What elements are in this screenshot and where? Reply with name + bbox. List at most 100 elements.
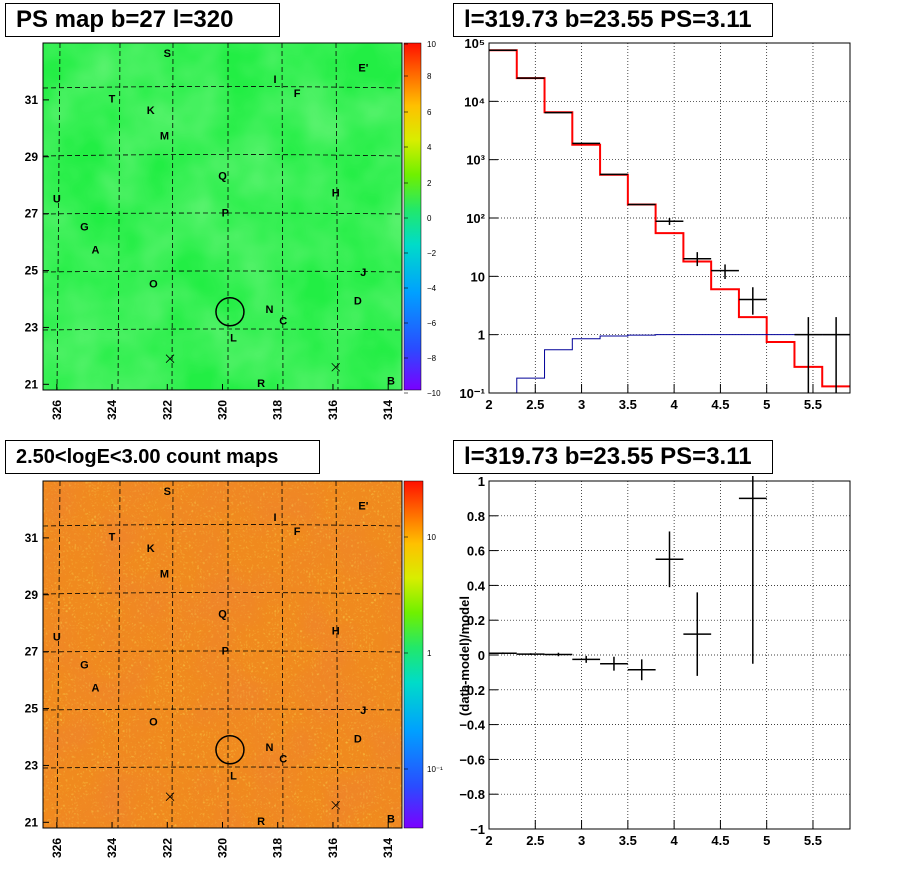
colorbar-tick-label: 10⁻¹ (427, 765, 443, 774)
x-tick-label: 4 (671, 833, 679, 848)
x-tick-label: 314 (381, 838, 395, 858)
y-tick-label: 10⁴ (464, 94, 485, 109)
residual-point (516, 653, 545, 655)
source-label: A (91, 244, 99, 256)
colorbar-tick-label: 10 (427, 533, 436, 542)
source-label: P (222, 646, 229, 658)
colorbar-tick-label: 0 (427, 214, 432, 223)
y-tick-label: 27 (25, 207, 39, 221)
y-tick-label: 10⁻¹ (459, 386, 485, 401)
cross-marker (331, 800, 341, 810)
source-label: E' (358, 500, 368, 512)
spectrum-title: l=319.73 b=23.55 PS=3.11 (453, 3, 773, 37)
source-label: F (294, 526, 301, 538)
source-label: O (149, 717, 158, 729)
y-tick-label: 0.6 (467, 544, 485, 559)
residual-point (655, 531, 684, 588)
x-tick-label: 3.5 (619, 397, 637, 412)
residual-point (627, 659, 656, 681)
x-tick-label: 322 (160, 400, 174, 420)
data-point (738, 287, 767, 315)
ps-map-grid (43, 43, 402, 390)
y-tick-label: 0.2 (467, 613, 485, 628)
source-label: B (387, 375, 395, 387)
source-label: P (222, 208, 229, 220)
y-tick-label: 10³ (466, 153, 485, 168)
source-label: A (91, 682, 99, 694)
y-tick-label: 31 (25, 531, 39, 545)
residual-point (683, 592, 712, 676)
y-tick-label: 1 (478, 328, 485, 343)
y-tick-label: 27 (25, 645, 39, 659)
cross-marker (165, 354, 175, 363)
y-tick-label: 29 (25, 150, 39, 164)
count-map-panel: S E' I F T K M Q H U P GA J O D NC L R B 10 1 10⁻¹ 326 324 322… (25, 480, 443, 858)
source-label: N (265, 304, 273, 316)
source-label: I (273, 512, 276, 524)
x-tick-label: 320 (216, 400, 230, 420)
x-tick-label: 326 (50, 400, 64, 420)
count-map-colorbar (403, 480, 424, 829)
x-tick-label: 2.5 (526, 397, 544, 412)
source-label: J (360, 267, 366, 279)
count-map-grid (43, 481, 402, 828)
data-point (711, 264, 739, 280)
y-tick-label: 21 (25, 815, 39, 829)
y-tick-label: 25 (25, 702, 39, 716)
count-map-title: 2.50<logE<3.00 count maps (5, 440, 320, 474)
source-label: T (109, 532, 116, 544)
x-tick-label: 324 (105, 838, 119, 858)
y-tick-label: 10⁵ (464, 38, 485, 51)
y-tick-label: 0 (478, 648, 485, 663)
data-point (822, 317, 850, 393)
cross-marker (165, 792, 175, 801)
residual-point (738, 476, 767, 664)
source-label: U (53, 631, 61, 643)
source-label: J (360, 705, 366, 717)
x-tick-label: 318 (271, 400, 285, 420)
x-tick-label: 5.5 (804, 397, 822, 412)
x-tick-label: 5.5 (804, 833, 822, 848)
source-label: H (332, 188, 340, 200)
y-tick-label: 21 (25, 377, 39, 391)
y-tick-label: −0.8 (459, 787, 485, 802)
x-tick-label: 5 (763, 397, 770, 412)
x-tick-label: 3.5 (619, 833, 637, 848)
source-label: I (273, 74, 276, 86)
residual-title: l=319.73 b=23.55 PS=3.11 (453, 440, 773, 474)
residual-chart: (data-model)/model 2 2.5 3 3.5 4 4.5 5 5.5 1 0.8… (457, 476, 851, 848)
colorbar-tick-label: −4 (427, 284, 437, 293)
x-tick-label: 2 (485, 397, 492, 412)
y-tick-label: 23 (25, 320, 39, 334)
x-tick-label: 2 (485, 833, 492, 848)
source-label: C (279, 754, 287, 766)
target-circle (215, 735, 245, 765)
spectrum-chart: 2 2.5 3 3.5 4 4.5 5 5.5 10⁵ 10⁴ 10³ 10² 10 1 10⁻¹ (459, 38, 851, 412)
source-label: T (109, 94, 116, 106)
y-tick-label: −0.2 (459, 683, 485, 698)
model-histogram (489, 334, 850, 394)
y-tick-label: 31 (25, 93, 39, 107)
source-label: G (80, 222, 89, 234)
y-tick-label: −0.6 (459, 752, 485, 767)
colorbar-tick-label: −8 (427, 354, 437, 363)
residual-point (600, 656, 628, 671)
data-point (655, 218, 684, 225)
source-label: U (53, 193, 61, 205)
x-tick-label: 5 (763, 833, 770, 848)
colorbar-tick-label: 4 (427, 143, 432, 152)
x-tick-label: 2.5 (526, 833, 544, 848)
x-tick-label: 4.5 (711, 833, 729, 848)
y-tick-label: 23 (25, 758, 39, 772)
x-tick-label: 4.5 (711, 397, 729, 412)
x-tick-label: 322 (160, 838, 174, 858)
data-point (794, 317, 823, 393)
colorbar-tick-label: −10 (427, 389, 441, 398)
colorbar-tick-label: 2 (427, 179, 432, 188)
source-label: S (164, 48, 171, 60)
source-label: C (279, 316, 287, 328)
ps-map-panel: S E' I F T K M Q H U P GA J O D NC L R B 10 8 6 4 2 0 −2 −4 −6 −8 −1… (25, 40, 441, 420)
source-label: D (354, 296, 362, 308)
source-label: R (257, 816, 265, 828)
x-tick-label: 318 (271, 838, 285, 858)
